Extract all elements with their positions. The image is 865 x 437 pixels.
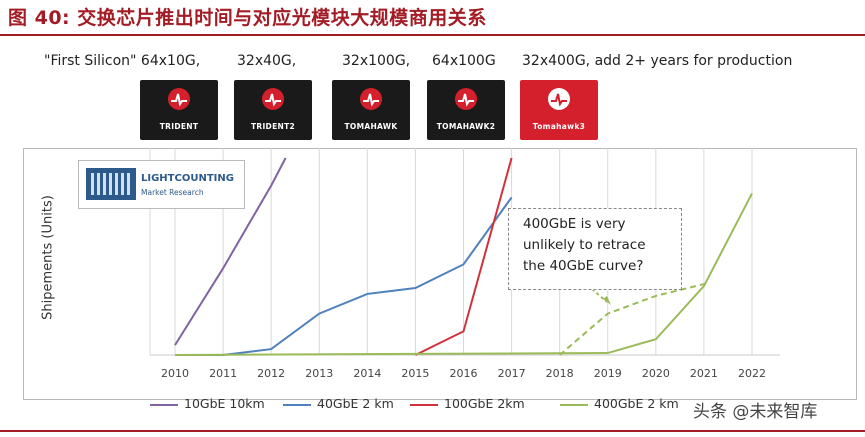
chip-logo-icon	[262, 88, 284, 110]
series-line	[175, 196, 513, 356]
legend-item-100gbe: 100GbE 2km	[410, 396, 525, 411]
y-axis-label: Shipements (Units)	[40, 195, 56, 320]
legend-label: 40GbE 2 km	[317, 396, 394, 411]
x-tick-label: 2015	[401, 367, 429, 380]
lightcounting-logo-icon	[86, 168, 136, 200]
chip-label: TRIDENT	[159, 122, 199, 131]
x-tick-label: 2018	[546, 367, 574, 380]
legend-swatch	[150, 403, 178, 406]
chip-trident2: TRIDENT2	[234, 80, 312, 140]
annotation-line-1: 400GbE is very	[523, 216, 626, 232]
chip-tomahawk: TOMAHAWK	[332, 80, 410, 140]
logo-subtitle: Market Research	[141, 188, 204, 197]
chip-tomahawk3: Tomahawk3	[520, 80, 598, 140]
title-divider	[0, 34, 865, 36]
watermark: 头条 @未来智库	[693, 402, 818, 422]
annotation-box: 400GbE is very unlikely to retrace the 4…	[508, 208, 682, 290]
x-tick-label: 2016	[450, 367, 478, 380]
legend-item-400gbe: 400GbE 2 km	[560, 396, 679, 411]
series-line	[414, 157, 513, 356]
legend-label: 400GbE 2 km	[594, 396, 679, 411]
x-tick-label: 2012	[257, 367, 285, 380]
x-tick-label: 2011	[209, 367, 237, 380]
x-tick-label: 2019	[594, 367, 622, 380]
logo-name: LIGHTCOUNTING	[141, 173, 234, 184]
chip-label: TRIDENT2	[250, 122, 296, 131]
chip-caption-3: 32x100G,	[342, 53, 411, 69]
x-tick-label: 2017	[498, 367, 526, 380]
chip-caption-4: 64x100G	[432, 53, 496, 69]
x-tick-label: 2014	[353, 367, 381, 380]
legend-item-40gbe: 40GbE 2 km	[283, 396, 394, 411]
chip-logo-icon	[548, 88, 570, 110]
chip-trident: TRIDENT	[140, 80, 218, 140]
legend-label: 10GbE 10km	[184, 396, 265, 411]
legend-swatch	[410, 403, 438, 406]
chip-caption-2: 32x40G,	[237, 53, 297, 69]
lightcounting-logo: LIGHTCOUNTING Market Research	[78, 160, 245, 209]
annotation-line-3: the 40GbE curve?	[523, 258, 644, 274]
x-tick-label: 2010	[161, 367, 189, 380]
chip-label: Tomahawk3	[532, 122, 586, 131]
legend-item-10gbe: 10GbE 10km	[150, 396, 265, 411]
chip-logo-icon	[455, 88, 477, 110]
chip-caption-5: 32x400G, add 2+ years for production	[522, 53, 793, 69]
chip-logo-icon	[360, 88, 382, 110]
chip-logo-icon	[168, 88, 190, 110]
legend-label: 100GbE 2km	[444, 396, 525, 411]
x-tick-label: 2021	[690, 367, 718, 380]
legend-swatch	[560, 403, 588, 406]
chip-caption-row: "First Silicon" 64x10G, 32x40G, 32x100G,…	[0, 53, 865, 75]
chip-label: TOMAHAWK2	[436, 122, 496, 131]
chip-tomahawk2: TOMAHAWK2	[427, 80, 505, 140]
series-line	[174, 192, 753, 356]
x-tick-label: 2013	[305, 367, 333, 380]
x-tick-label: 2022	[738, 367, 766, 380]
chart-legend: 10GbE 10km 40GbE 2 km 100GbE 2km 400GbE …	[0, 396, 700, 416]
annotation-line-2: unlikely to retrace	[523, 237, 646, 253]
chip-caption-1: "First Silicon" 64x10G,	[44, 53, 201, 69]
series-line-400gbe-projection	[559, 283, 705, 356]
annotation-arrowhead	[603, 296, 611, 305]
legend-swatch	[283, 403, 311, 406]
x-tick-label: 2020	[642, 367, 670, 380]
bottom-divider	[0, 430, 865, 432]
chip-label: TOMAHAWK	[344, 122, 398, 131]
series-line	[174, 157, 287, 346]
figure-title: 图 40: 交换芯片推出时间与对应光模块大规模商用关系	[8, 7, 487, 29]
